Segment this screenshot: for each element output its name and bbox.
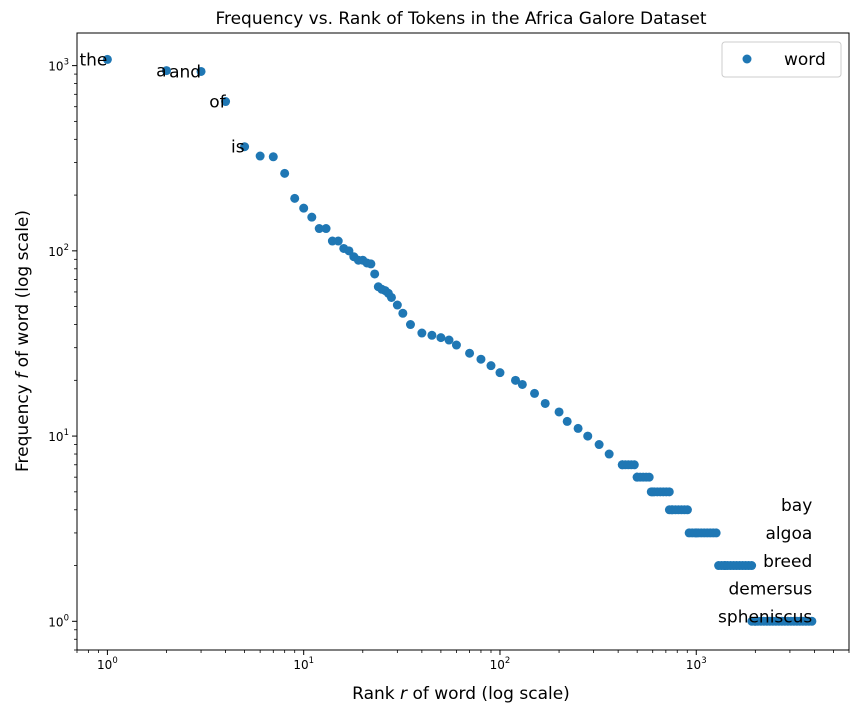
x-tick-exponent: 3 — [701, 656, 706, 666]
data-point — [386, 292, 396, 302]
data-point — [711, 528, 721, 538]
data-point — [405, 320, 415, 330]
y-tick-exponent: 1 — [64, 428, 69, 438]
point-annotation: the — [79, 50, 107, 70]
data-point — [299, 203, 309, 213]
data-point — [604, 449, 614, 459]
point-annotation: is — [231, 138, 245, 158]
data-point — [465, 348, 475, 358]
data-point — [530, 388, 540, 398]
data-point — [664, 487, 674, 497]
point-annotation: and — [169, 62, 201, 82]
data-point — [540, 398, 550, 408]
chart-title: Frequency vs. Rank of Tokens in the Afri… — [215, 9, 706, 29]
data-point — [314, 224, 324, 234]
y-tick-base: 10 — [48, 60, 63, 74]
data-point — [562, 416, 572, 426]
data-point — [370, 269, 380, 279]
data-point — [398, 308, 408, 318]
x-tick-exponent: 2 — [505, 656, 510, 666]
data-point — [436, 333, 446, 343]
data-point — [444, 335, 454, 345]
y-tick-label: 100 — [48, 613, 69, 629]
data-point — [290, 193, 300, 203]
point-annotation: breed — [763, 552, 812, 572]
data-point — [280, 168, 290, 178]
legend: word — [721, 41, 842, 78]
data-point — [102, 54, 112, 64]
data-point — [221, 97, 231, 107]
point-annotation: bay — [781, 496, 812, 516]
x-tick-base: 10 — [686, 658, 701, 672]
data-points — [102, 54, 817, 626]
data-point — [554, 407, 564, 417]
data-point — [517, 379, 527, 389]
y-tick-label: 103 — [48, 58, 69, 74]
data-point — [573, 423, 583, 433]
data-point — [333, 236, 343, 246]
x-axis-label: Rank r of word (log scale) — [352, 684, 570, 704]
data-point — [417, 328, 427, 338]
y-tick-exponent: 0 — [64, 613, 69, 623]
x-tick-exponent: 0 — [112, 656, 117, 666]
data-point — [594, 440, 604, 450]
data-point — [255, 151, 265, 161]
x-tick-label: 101 — [293, 656, 314, 672]
data-point — [629, 460, 639, 470]
x-axis: 100 101 102 103 — [76, 650, 850, 672]
x-tick-base: 10 — [97, 658, 112, 672]
y-tick-base: 10 — [48, 245, 63, 259]
data-point — [682, 505, 692, 515]
data-point — [511, 375, 521, 385]
data-point — [807, 616, 817, 626]
point-annotation: a — [156, 62, 166, 82]
data-point — [747, 561, 757, 571]
data-point — [240, 142, 250, 152]
data-point — [307, 212, 317, 222]
point-annotation: demersus — [729, 580, 813, 600]
data-point — [451, 340, 461, 350]
legend-box — [721, 41, 842, 78]
data-point — [476, 354, 486, 364]
y-tick-base: 10 — [48, 615, 63, 629]
data-point — [161, 66, 171, 76]
x-tick-base: 10 — [293, 658, 308, 672]
data-point — [583, 431, 593, 441]
x-tick-label: 100 — [97, 656, 118, 672]
x-tick-label: 103 — [686, 656, 707, 672]
x-tick-exponent: 1 — [309, 656, 314, 666]
y-tick-exponent: 2 — [64, 243, 69, 253]
point-annotation: spheniscus — [718, 608, 812, 628]
y-axis-label: Frequency f of word (log scale) — [13, 210, 33, 472]
y-tick-base: 10 — [48, 430, 63, 444]
data-point — [268, 152, 278, 162]
point-annotation: of — [209, 93, 226, 113]
point-annotation: algoa — [766, 524, 813, 544]
data-point — [392, 300, 402, 310]
y-tick-label: 102 — [48, 243, 69, 259]
data-point — [321, 224, 331, 234]
plot-frame — [76, 32, 850, 651]
data-point — [486, 361, 496, 371]
legend-label: word — [784, 50, 826, 70]
y-tick-exponent: 3 — [64, 58, 69, 68]
y-tick-label: 101 — [48, 428, 69, 444]
x-tick-base: 10 — [490, 658, 505, 672]
data-point — [495, 368, 505, 378]
data-point — [644, 472, 654, 482]
x-tick-label: 102 — [490, 656, 511, 672]
data-point — [366, 259, 376, 269]
data-point — [427, 330, 437, 340]
data-point — [196, 66, 206, 76]
legend-marker — [742, 54, 752, 64]
